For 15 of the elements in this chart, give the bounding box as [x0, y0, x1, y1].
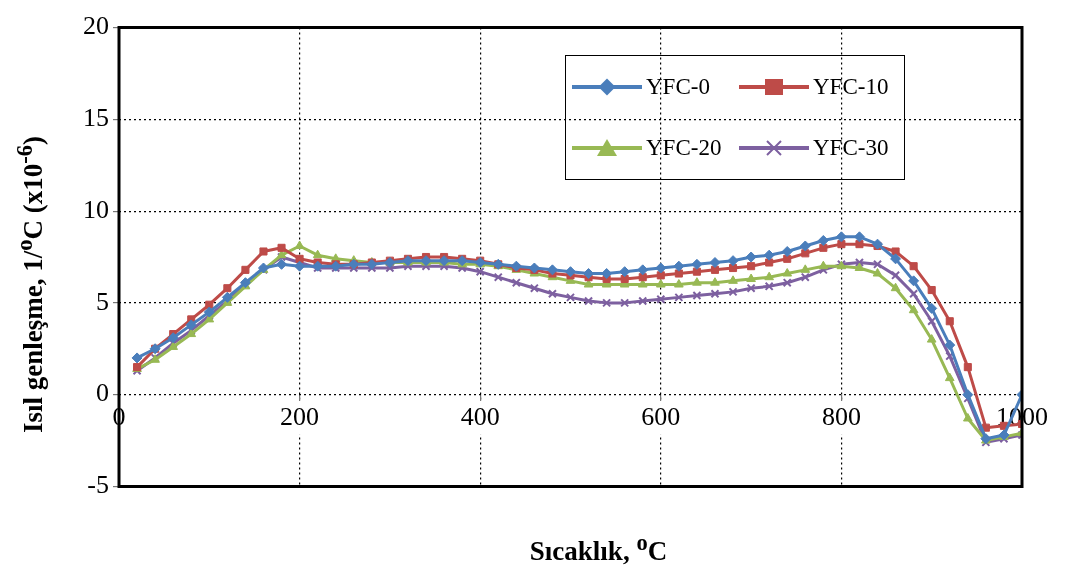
y-tick-label: -5: [87, 470, 109, 500]
legend-label: YFC-20: [646, 135, 722, 162]
y-tick-label: 0: [96, 378, 109, 408]
x-tick-label: 400: [460, 402, 500, 432]
y-tick-label: 5: [96, 286, 109, 316]
x-tick-label: 600: [641, 402, 681, 432]
x-axis-title: Sıcaklık, $^{o}$C: [528, 530, 669, 567]
y-tick-label: 15: [83, 103, 109, 133]
legend-label: YFC-10: [813, 73, 889, 100]
y-tick-label: 10: [83, 194, 109, 224]
x-tick-label: 800: [821, 402, 861, 432]
legend-label: YFC-0: [646, 73, 710, 100]
legend-label: YFC-30: [813, 135, 889, 162]
x-tick-label: 200: [280, 402, 320, 432]
y-tick-label: 20: [83, 11, 109, 41]
